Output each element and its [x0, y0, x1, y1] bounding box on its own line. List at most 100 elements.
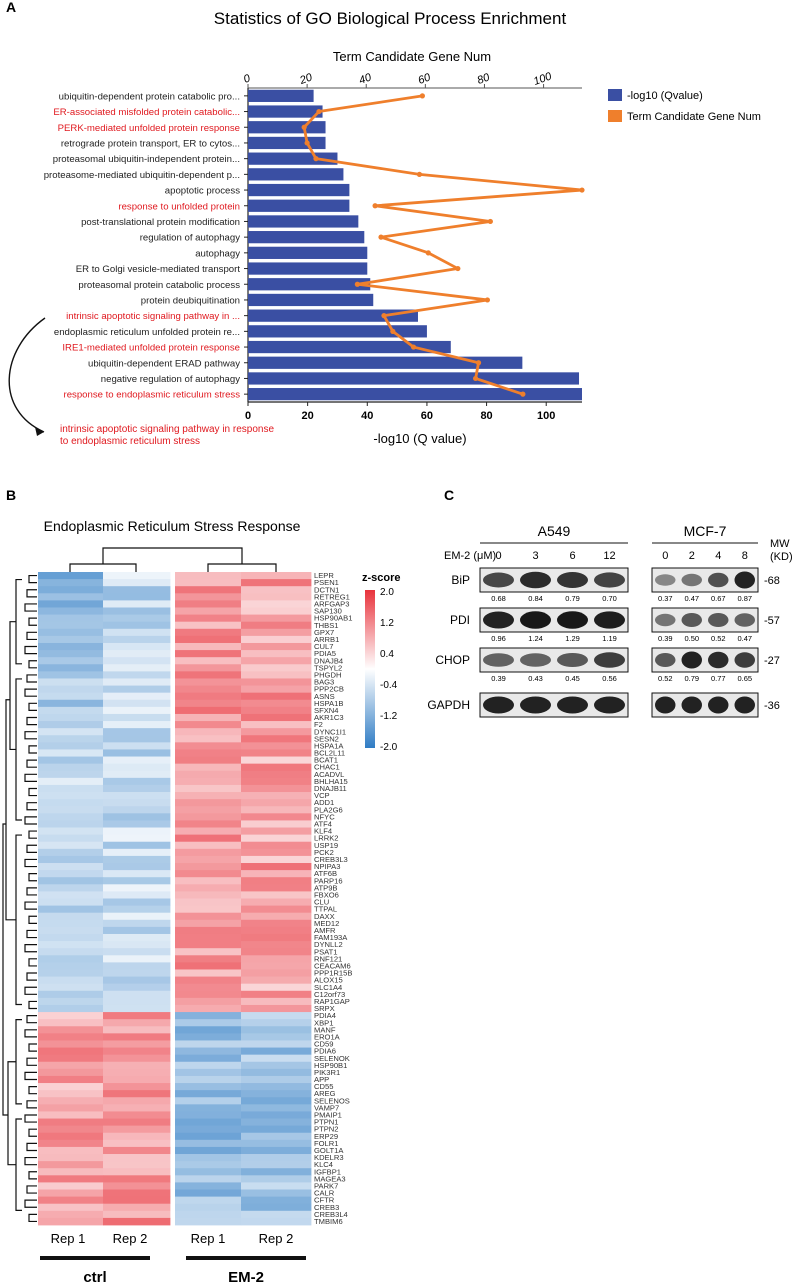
gene-label: HSP90B1 — [314, 1061, 347, 1070]
heatmap-cell — [241, 728, 312, 736]
x-tick-label: 100 — [537, 410, 555, 422]
heatmap-cell — [38, 664, 104, 672]
heatmap-cell — [175, 572, 242, 580]
heatmap-cell — [103, 742, 171, 750]
blot-band — [483, 572, 514, 588]
gene-label: RAP1GAP — [314, 997, 350, 1006]
heatmap-cell — [38, 650, 104, 658]
blot-band — [594, 572, 625, 588]
gene-label: GOLT1A — [314, 1146, 344, 1155]
heatmap-cell — [241, 1019, 312, 1027]
x-axis-title: -log10 (Q value) — [373, 431, 466, 446]
heatmap-cell — [103, 919, 171, 928]
heatmap-cell — [241, 905, 312, 914]
heatmap-cell — [38, 1118, 104, 1127]
heatmap-cell — [175, 983, 242, 992]
heatmap-cell — [103, 678, 171, 686]
heatmap-cell — [175, 784, 242, 793]
heatmap-cell — [241, 1111, 312, 1119]
heatmap-cell — [241, 983, 312, 992]
bar — [248, 372, 580, 385]
mw-value: -68 — [764, 575, 780, 587]
dose-label: 0 — [495, 550, 501, 562]
gene-label: TMBIM6 — [314, 1217, 343, 1226]
mw-value: -36 — [764, 700, 780, 712]
heatmap-cell — [175, 642, 242, 651]
heatmap-cell — [103, 586, 171, 594]
blot-band — [557, 611, 588, 629]
heatmap-cell — [175, 1210, 242, 1219]
heatmap-cell — [241, 777, 312, 786]
gene-label: CEACAM6 — [314, 961, 351, 970]
heatmap-cell — [175, 912, 242, 921]
heatmap-cell — [103, 792, 171, 800]
heatmap-cell — [175, 1161, 242, 1169]
heatmap-cell — [103, 593, 171, 601]
gene-label: BCAT1 — [314, 756, 338, 765]
heatmap-cell — [103, 813, 171, 821]
blot-band — [655, 696, 676, 714]
gene-label: PSEN1 — [314, 578, 339, 587]
category-label: negative regulation of autophagy — [101, 374, 240, 385]
heatmap-cell — [241, 742, 312, 750]
heatmap-cell — [241, 671, 312, 679]
heatmap-cell — [38, 628, 104, 637]
cell-line-label: A549 — [538, 523, 571, 539]
heatmap-cell — [38, 593, 104, 601]
heatmap-cell — [38, 997, 104, 1006]
heatmap-cell — [38, 1075, 104, 1084]
column-label: Rep 2 — [113, 1231, 148, 1246]
heatmap-cell — [38, 912, 104, 921]
heatmap-cell — [241, 976, 312, 985]
heatmap-cell — [38, 955, 104, 963]
heatmap-cell — [103, 1068, 171, 1077]
heatmap-cell — [38, 721, 104, 729]
gene-label: FOLR1 — [314, 1139, 338, 1148]
heatmap-cell — [175, 593, 242, 601]
heatmap-cell — [241, 1047, 312, 1056]
heatmap-cell — [241, 628, 312, 637]
heatmap-cell — [175, 997, 242, 1006]
column-label: Rep 1 — [191, 1231, 226, 1246]
heatmap-cell — [175, 699, 242, 708]
heatmap-cell — [175, 664, 242, 672]
heatmap-cell — [241, 1004, 312, 1013]
bar — [248, 199, 350, 212]
heatmap-cell — [175, 1061, 242, 1070]
blot-band — [594, 611, 625, 629]
heatmap-cell — [175, 962, 242, 970]
heatmap-cell — [241, 919, 312, 928]
heatmap-cell — [103, 621, 171, 630]
heatmap-cell — [241, 955, 312, 963]
heatmap-cell — [175, 1047, 242, 1056]
gene-label: DNAJB11 — [314, 784, 347, 793]
gene-label: USP19 — [314, 841, 338, 850]
gene-label: DCTN1 — [314, 585, 339, 594]
heatmap-cell — [38, 607, 104, 615]
heatmap-cell — [175, 976, 242, 985]
group-label-em2: EM-2 — [228, 1269, 264, 1286]
gene-label: BCL2L11 — [314, 749, 345, 758]
heatmap-cell — [241, 1210, 312, 1219]
category-label: autophagy — [195, 248, 240, 259]
heatmap-cell — [38, 1203, 104, 1212]
heatmap-cell — [103, 600, 171, 608]
blot-band — [708, 613, 729, 627]
gene-label: CD59 — [314, 1040, 333, 1049]
heatmap-cell — [175, 1125, 242, 1134]
heatmap-cell — [175, 941, 242, 949]
category-label: retrograde protein transport, ER to cyto… — [61, 138, 240, 149]
heatmap-cell — [103, 926, 171, 935]
heatmap-cell — [103, 870, 171, 878]
legend-swatch-bar — [608, 89, 622, 101]
bar — [248, 183, 350, 197]
heatmap-cell — [38, 1090, 104, 1098]
gene-label: PDIA6 — [314, 1047, 336, 1056]
gene-label: AMFR — [314, 926, 336, 935]
bar — [248, 325, 427, 338]
heatmap-cell — [38, 884, 104, 892]
heatmap-cell — [103, 572, 171, 580]
top-tick-label: 100 — [532, 70, 554, 88]
heatmap-cell — [38, 635, 104, 644]
gene-label: HSPA1A — [314, 741, 344, 750]
